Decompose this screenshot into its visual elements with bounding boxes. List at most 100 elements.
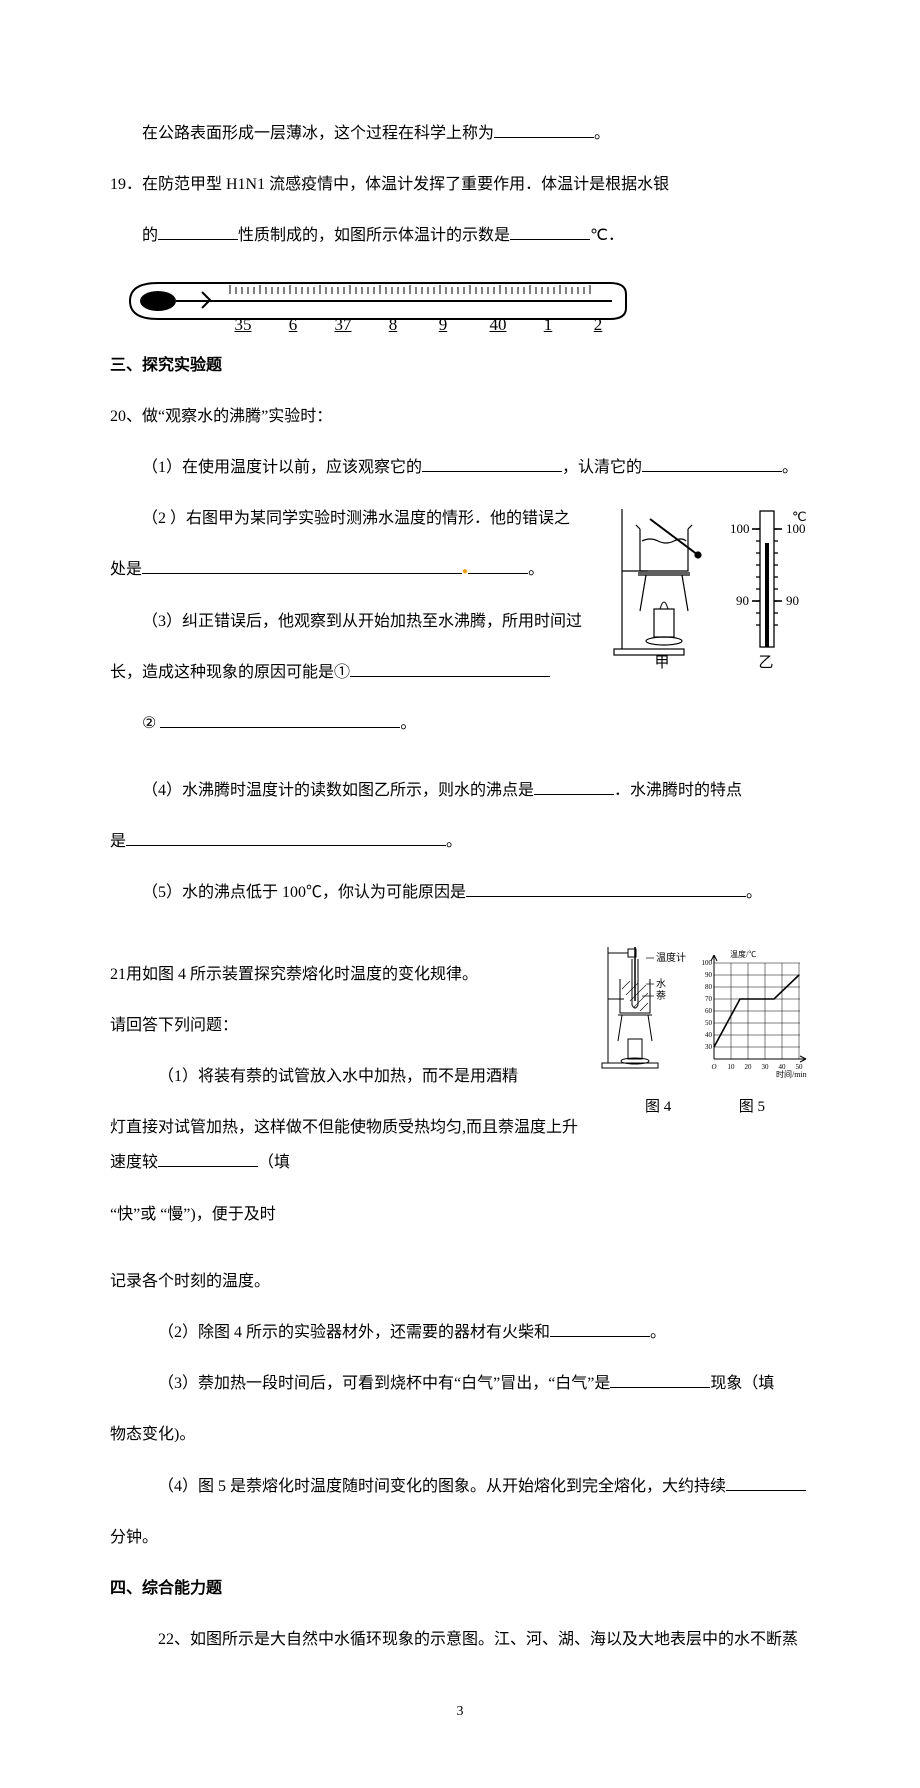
figure-q20: 甲 ℃ 100 100 90 90 乙 [610, 501, 810, 671]
q20-4a: （4）水沸腾时温度计的读数如图乙所示，则水的沸点是 [142, 782, 534, 799]
section-3-title: 三、探究实验题 [110, 348, 810, 383]
svg-text:6: 6 [289, 315, 298, 332]
q20-2a: （2 ）右图甲为某同学实验时测沸水温度的情形．他的错误之 [142, 510, 570, 527]
q19-2b: 性质制成的，如图所示体温计的示数是 [238, 227, 510, 244]
q19-2c: ℃． [590, 227, 624, 244]
svg-text:30: 30 [705, 1043, 713, 1051]
q21-3-line2: 物态变化)。 [110, 1417, 810, 1452]
svg-text:1: 1 [544, 315, 553, 332]
q21-3-line1: （3）萘加热一段时间后，可看到烧杯中有“白气”冒出，“白气”是 现象（填 [110, 1366, 810, 1401]
svg-text:37: 37 [335, 315, 353, 332]
blank-q20-4a[interactable] [534, 778, 614, 795]
q21-3a: （3）萘加热一段时间后，可看到烧杯中有“白气”冒出，“白气”是 [158, 1375, 610, 1392]
svg-text:90: 90 [786, 593, 799, 608]
svg-text:40: 40 [490, 315, 507, 332]
q19-line1: 19．在防范甲型 H1N1 流感疫情中，体温计发挥了重要作用．体温计是根据水银 [110, 167, 810, 202]
q18-text: 在公路表面形成一层薄冰，这个过程在科学上称为 [142, 125, 494, 142]
q21-4a: （4）图 5 是萘熔化时温度随时间变化的图象。从开始熔化到完全熔化，大约持续 [158, 1478, 726, 1495]
blank-q20-2[interactable] [142, 557, 462, 574]
blank-q18[interactable] [494, 121, 594, 138]
q20-3b: 长，造成这种现象的原因可能是① [110, 664, 350, 681]
blank-q20-1a[interactable] [422, 455, 562, 472]
svg-text:100: 100 [786, 521, 806, 536]
svg-text:8: 8 [389, 315, 398, 332]
q20-4-line2: 是。 [110, 824, 810, 859]
svg-text:甲: 甲 [654, 655, 669, 671]
svg-text:时间/min: 时间/min [776, 1069, 807, 1079]
q20-3-line3: ② 。 [110, 706, 810, 741]
q21-4-line2: 分钟。 [110, 1520, 810, 1555]
blank-q20-5[interactable] [466, 880, 746, 897]
q19-pre: 19．在防范甲型 H1N1 流感疫情中，体温计发挥了重要作用．体温计是根据水银 [110, 176, 669, 193]
fig21-cap-b: 图 5 [707, 1091, 797, 1124]
figure-q20-svg: 甲 ℃ 100 100 90 90 乙 [610, 501, 810, 671]
q20-4b: ．水沸腾时的特点 [614, 782, 742, 799]
q20-1: （1）在使用温度计以前，应该观察它的 ，认清它的 。 [110, 450, 810, 485]
figure-q21-svg: 温度计 水 萘 100 90 80 [600, 941, 810, 1091]
blank-q21-4[interactable] [726, 1474, 806, 1491]
q20-1b: ，认清它的 [562, 459, 642, 476]
figure-q21: 温度计 水 萘 100 90 80 [600, 941, 810, 1124]
svg-text:萘: 萘 [656, 990, 666, 1002]
svg-text:100: 100 [702, 959, 713, 967]
svg-text:温度/℃: 温度/℃ [730, 949, 756, 959]
blank-q21-2[interactable] [550, 1320, 650, 1337]
svg-text:40: 40 [705, 1031, 713, 1039]
q21-3b: 现象（填 [710, 1375, 774, 1392]
q22: 22、如图所示是大自然中水循环现象的示意图。江、河、湖、海以及大地表层中的水不断… [110, 1622, 810, 1657]
q20-5a: （5）水的沸点低于 100℃，你认为可能原因是 [142, 884, 466, 901]
q20-1c: 。 [782, 459, 798, 476]
q18-line: 在公路表面形成一层薄冰，这个过程在科学上称为 。 [110, 116, 810, 151]
q21-4-line1: （4）图 5 是萘熔化时温度随时间变化的图象。从开始熔化到完全熔化，大约持续 [110, 1469, 810, 1504]
q21-2: （2）除图 4 所示的实验器材外，还需要的器材有火柴和。 [110, 1315, 810, 1350]
fig21-cap-a: 图 4 [613, 1091, 703, 1124]
svg-text:35: 35 [235, 315, 252, 332]
blank-q21-1[interactable] [158, 1150, 258, 1167]
blank-q20-1b[interactable] [642, 455, 782, 472]
blank-q20-3a[interactable] [350, 660, 550, 677]
blank-q19-b[interactable] [510, 223, 590, 240]
thermometer-svg: 35 6 37 8 9 40 1 2 [110, 270, 630, 332]
fig21-captions: 图 4 图 5 [600, 1091, 810, 1124]
q18-end: 。 [594, 125, 610, 142]
q21-1a: （1）将装有萘的试管放入水中加热，而不是用酒精 [158, 1068, 518, 1085]
q20-2c: 。 [528, 561, 544, 578]
page-number: 3 [110, 1697, 810, 1728]
q19-2a: 的 [142, 227, 158, 244]
q21-1c: （填 [258, 1154, 290, 1171]
section-4-title: 四、综合能力题 [110, 1571, 810, 1606]
blank-q19-a[interactable] [158, 223, 238, 240]
blank-q21-3[interactable] [610, 1371, 710, 1388]
blank-q20-2b[interactable] [468, 557, 528, 574]
svg-text:9: 9 [439, 315, 448, 332]
q19-line2: 的 性质制成的，如图所示体温计的示数是 ℃． [110, 218, 810, 253]
svg-text:60: 60 [705, 1007, 713, 1015]
svg-text:2: 2 [594, 315, 603, 332]
svg-text:70: 70 [705, 995, 713, 1003]
q20-2b: 处是 [110, 561, 142, 578]
q20-3d: 。 [400, 715, 416, 732]
q21-2b: 。 [650, 1324, 666, 1341]
svg-text:温度计: 温度计 [656, 951, 686, 964]
q20-3c: ② [142, 715, 156, 732]
svg-text:30: 30 [762, 1063, 770, 1071]
svg-text:100: 100 [730, 521, 750, 536]
q20-5: （5）水的沸点低于 100℃，你认为可能原因是 。 [110, 875, 810, 910]
svg-text:O: O [711, 1063, 716, 1071]
thermometer-figure: 35 6 37 8 9 40 1 2 [110, 270, 810, 332]
q20-1a: （1）在使用温度计以前，应该观察它的 [142, 459, 422, 476]
q20-title: 20、做“观察水的沸腾”实验时： [110, 399, 810, 434]
svg-text:20: 20 [745, 1063, 753, 1071]
q21-1-line3: “快”或 “慢”)，便于及时 [110, 1197, 810, 1232]
q21-1d: “快”或 “慢”)，便于及时 [110, 1206, 276, 1223]
blank-q20-3b[interactable] [160, 711, 400, 728]
q20-5b: 。 [746, 884, 762, 901]
q20-4d: 。 [446, 833, 462, 850]
q20-4-line1: （4）水沸腾时温度计的读数如图乙所示，则水的沸点是 ．水沸腾时的特点 [110, 773, 810, 808]
svg-text:乙: 乙 [758, 655, 773, 671]
svg-text:80: 80 [705, 983, 713, 991]
svg-text:90: 90 [705, 971, 713, 979]
svg-text:10: 10 [728, 1063, 736, 1071]
blank-q20-4b[interactable] [126, 829, 446, 846]
q20-4c: 是 [110, 833, 126, 850]
